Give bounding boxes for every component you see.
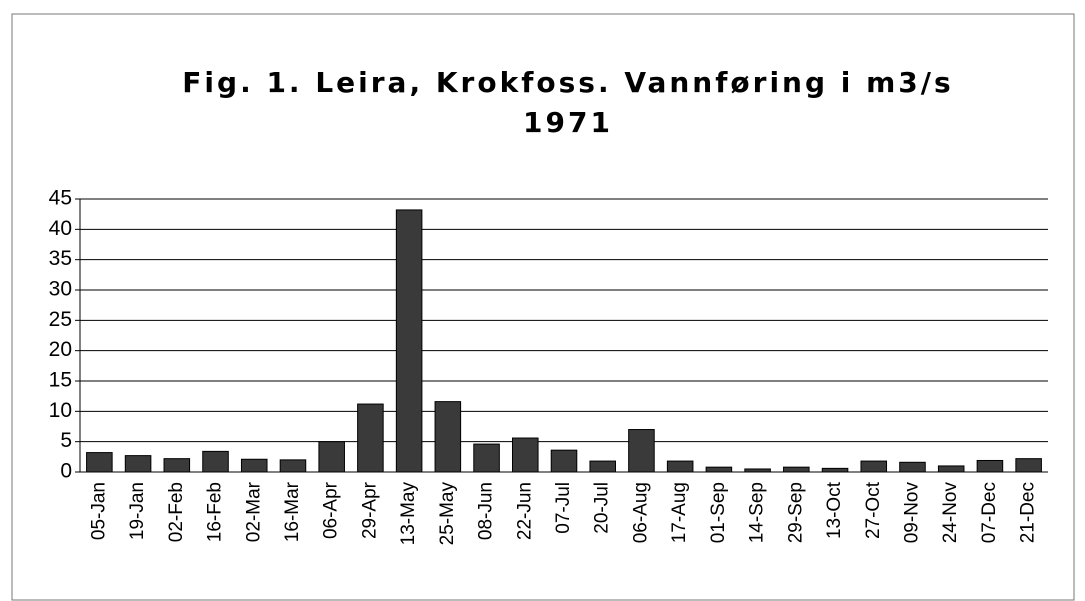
chart-title: Fig. 1. Leira, Krokfoss. Vannføring i m3… [182, 66, 953, 99]
x-tick-label: 02-Mar [243, 481, 264, 542]
bar [705, 466, 733, 473]
y-tick-label: 45 [49, 187, 72, 210]
chart-subtitle: 1971 [523, 106, 613, 139]
bar [589, 460, 616, 473]
y-tick-label: 0 [60, 460, 72, 483]
x-tick-label: 07-Dec [979, 482, 1000, 543]
x-tick-label: 17-Aug [669, 482, 690, 543]
x-tick-label: 01-Sep [708, 482, 729, 543]
x-tick-label: 16-Mar [282, 481, 303, 542]
x-tick-label: 27-Oct [863, 481, 884, 539]
x-tick-label: 08-Jun [476, 482, 497, 540]
bar [240, 458, 268, 473]
bar [628, 429, 655, 473]
bar [395, 209, 423, 473]
bar [937, 465, 965, 473]
x-tick-label: 13-Oct [824, 481, 845, 539]
x-tick-label: 24-Nov [940, 482, 961, 544]
y-tick-label: 15 [49, 369, 72, 392]
y-tick-label: 25 [49, 308, 72, 331]
x-tick-label: 13-May [398, 482, 419, 546]
x-tick-label: 06-Aug [630, 482, 651, 543]
x-tick-label: 21-Dec [1018, 482, 1039, 543]
bar [1015, 458, 1042, 473]
x-tick-label: 20-Jul [592, 482, 613, 534]
bar [976, 459, 1004, 473]
x-tick-label: 25-May [437, 482, 458, 546]
bar [357, 403, 384, 473]
x-tick-label: 02-Feb [166, 482, 187, 542]
x-tick-label: 07-Jul [553, 482, 574, 534]
y-tick-label: 20 [49, 338, 72, 361]
x-tick-label: 09-Nov [901, 482, 922, 544]
x-tick-label: 05-Jan [88, 482, 109, 540]
bar [666, 460, 694, 473]
x-tick-label: 16-Feb [205, 482, 226, 542]
bar [163, 458, 191, 473]
bar [434, 401, 462, 473]
bar [550, 449, 578, 473]
y-tick-label: 40 [49, 217, 72, 240]
bar [318, 441, 345, 473]
y-tick-label: 5 [60, 429, 72, 452]
x-tick-label: 29-Sep [785, 482, 806, 543]
x-tick-label: 22-Jun [514, 482, 535, 540]
y-tick-label: 30 [49, 278, 72, 301]
bar [279, 459, 307, 473]
bar [512, 437, 539, 473]
bar [124, 455, 152, 473]
bar [86, 452, 113, 473]
y-tick-label: 10 [49, 399, 72, 422]
y-tick-label: 35 [49, 247, 72, 270]
bar [783, 466, 810, 473]
bar [860, 460, 888, 473]
x-tick-label: 14-Sep [747, 482, 768, 543]
x-tick-label: 06-Apr [321, 481, 342, 539]
x-tick-label: 29-Apr [359, 481, 380, 539]
chart-border [11, 13, 1075, 601]
bar [744, 468, 771, 473]
bar [821, 467, 849, 473]
bar [899, 461, 926, 473]
x-tick-label: 19-Jan [127, 482, 148, 540]
bar [202, 450, 229, 473]
bar [473, 443, 500, 473]
